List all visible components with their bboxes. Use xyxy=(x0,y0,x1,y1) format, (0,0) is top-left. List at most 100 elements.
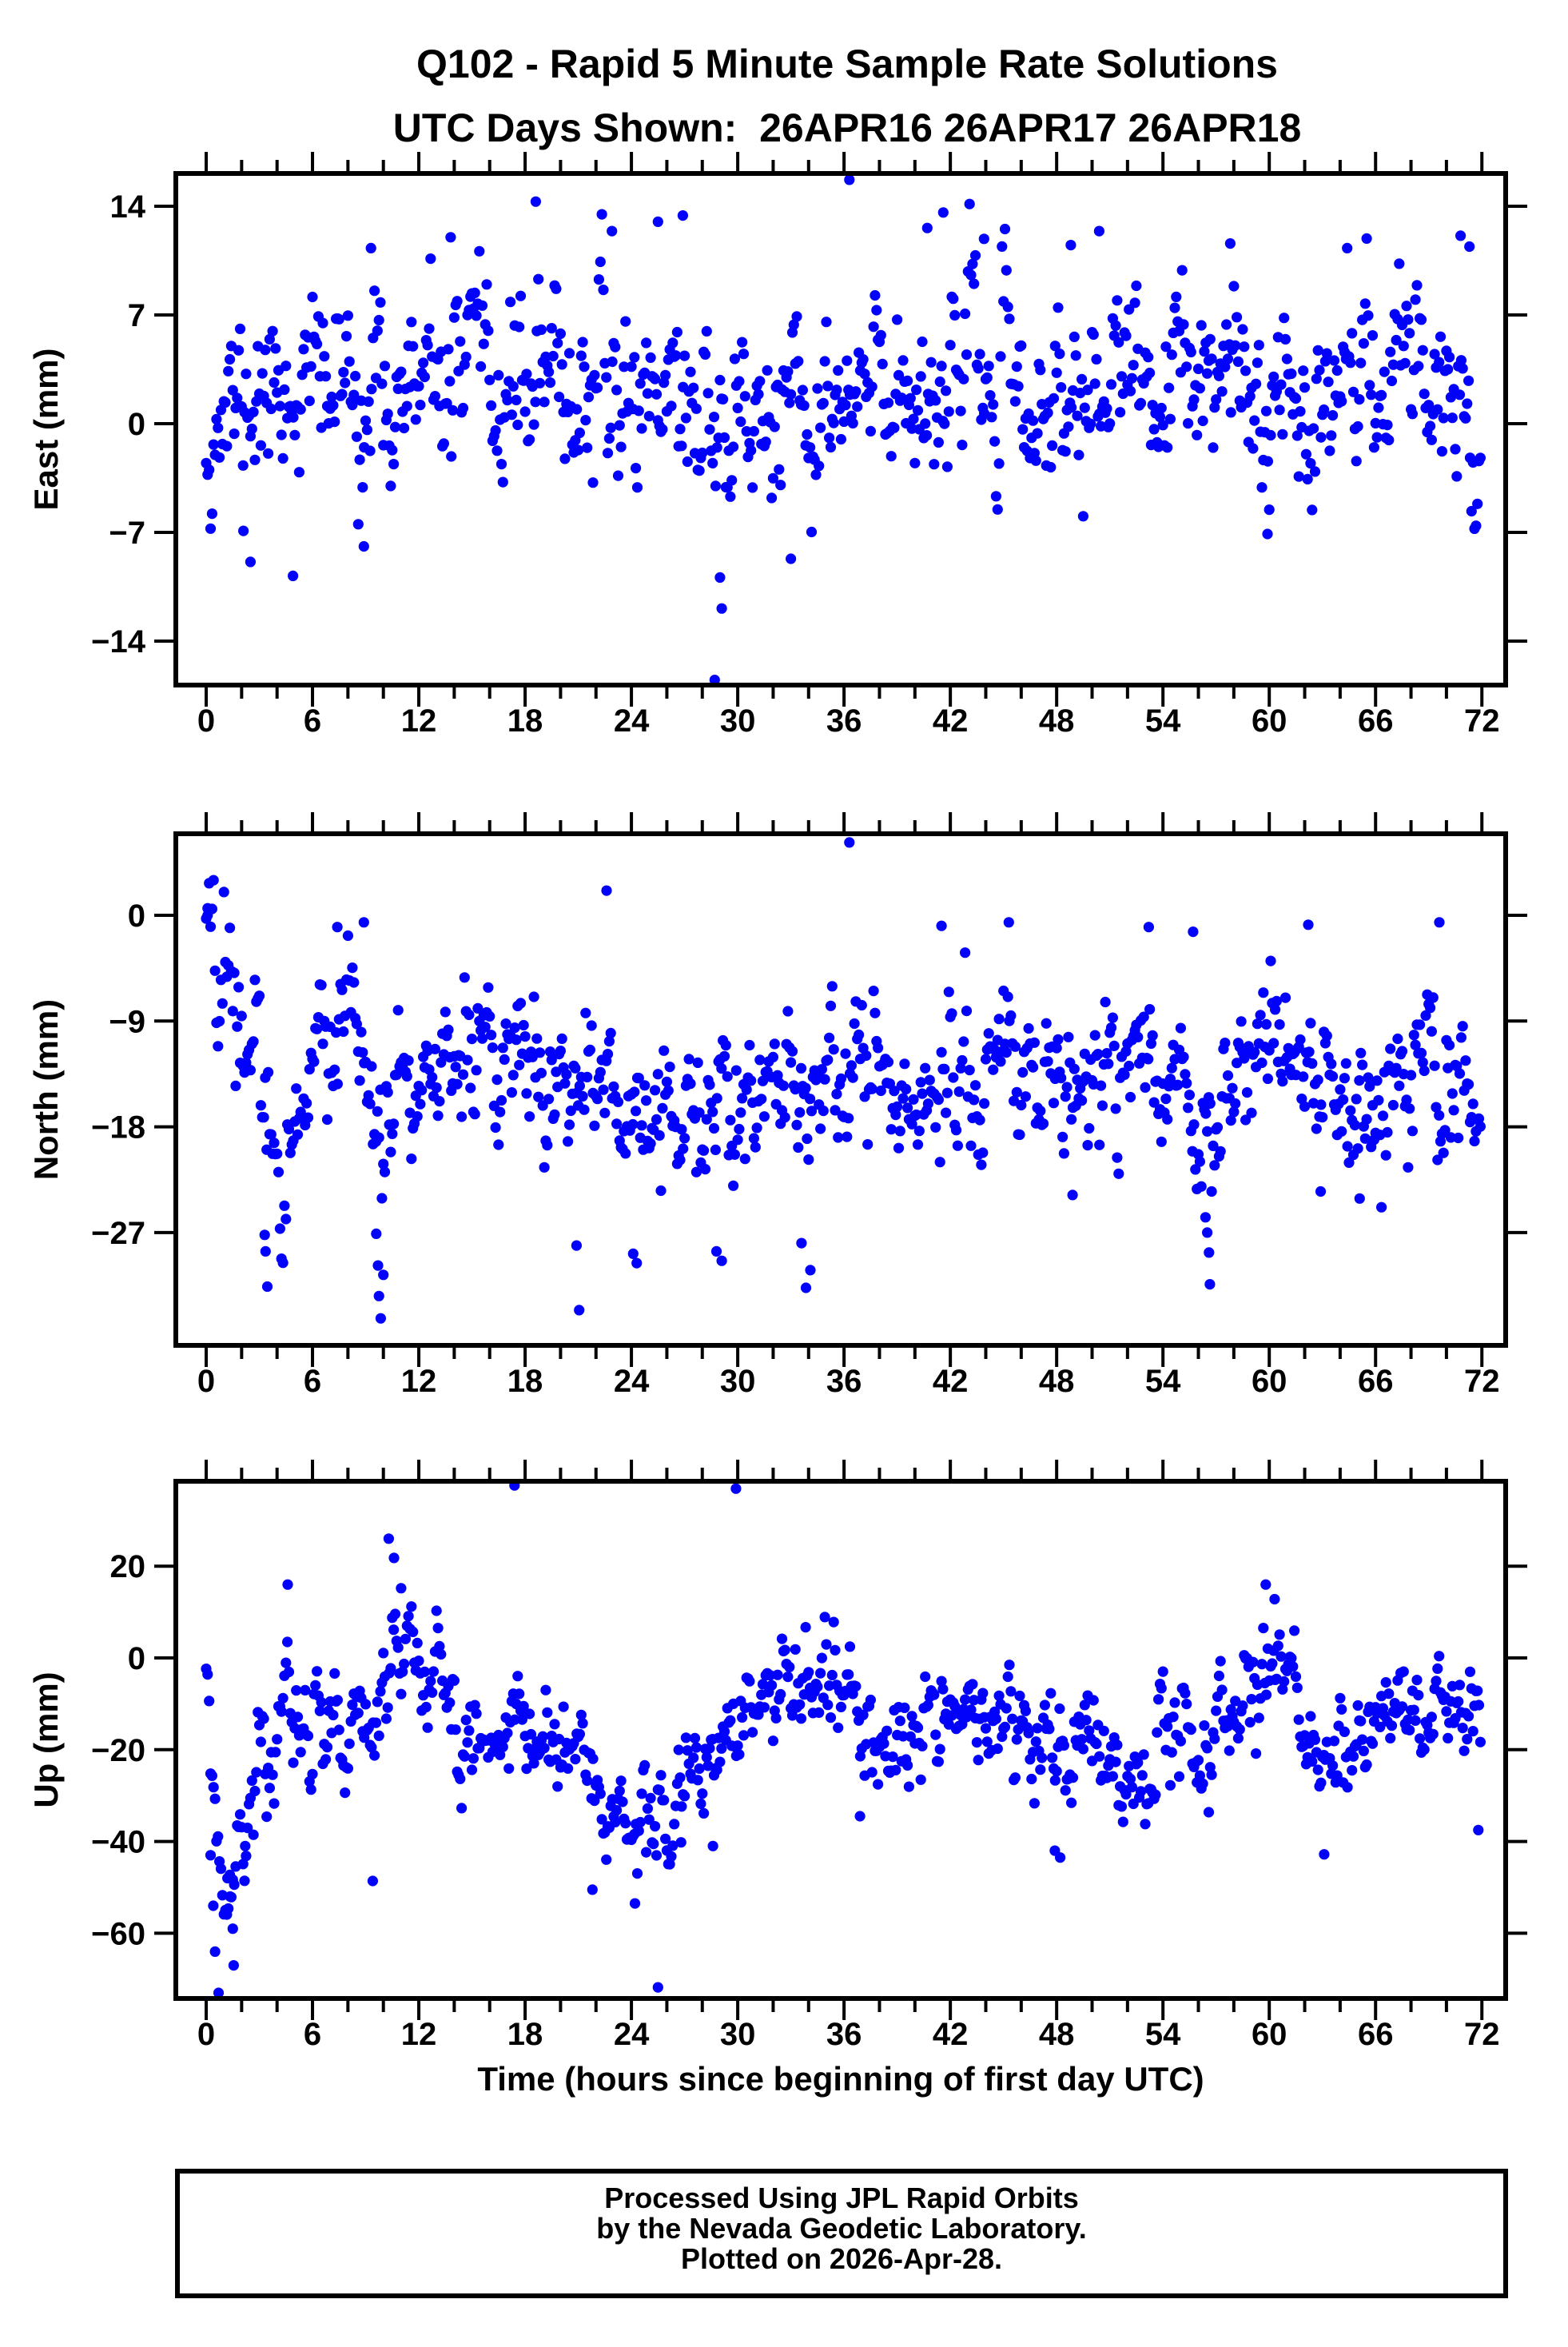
data-point xyxy=(961,349,973,361)
data-point xyxy=(670,350,682,361)
data-point xyxy=(1385,1043,1396,1054)
data-point xyxy=(1069,331,1080,342)
data-point xyxy=(1382,1126,1393,1138)
data-point xyxy=(748,425,760,437)
data-point xyxy=(840,1048,851,1059)
data-point xyxy=(1166,1062,1177,1074)
data-point xyxy=(542,1140,553,1151)
up-frame xyxy=(173,1479,1508,2001)
data-point xyxy=(725,491,736,502)
data-point xyxy=(257,368,268,379)
data-point xyxy=(351,1018,362,1030)
data-point xyxy=(1100,996,1111,1008)
data-point xyxy=(659,1795,670,1806)
data-point xyxy=(1268,371,1279,382)
data-point xyxy=(1441,1706,1452,1717)
data-point xyxy=(246,1775,257,1786)
data-point xyxy=(497,1741,508,1752)
data-point xyxy=(1014,1690,1025,1702)
data-point xyxy=(1410,1039,1421,1050)
data-point xyxy=(340,377,351,389)
data-point xyxy=(1060,1785,1071,1796)
data-point xyxy=(1041,1018,1052,1029)
data-point xyxy=(1173,1771,1185,1782)
data-point xyxy=(1417,345,1428,356)
data-point xyxy=(406,1601,417,1612)
data-point xyxy=(826,981,838,992)
data-point xyxy=(1237,324,1248,335)
data-point xyxy=(1312,1764,1323,1775)
x-tick-label: 48 xyxy=(1039,1364,1075,1399)
data-point xyxy=(1363,310,1374,321)
data-point xyxy=(1311,373,1322,385)
data-point xyxy=(422,340,433,351)
data-point xyxy=(899,1702,910,1713)
data-point xyxy=(828,1616,839,1628)
data-point xyxy=(1413,361,1424,372)
data-point xyxy=(722,1071,733,1082)
data-point xyxy=(930,1729,941,1740)
data-point xyxy=(704,1079,715,1090)
data-point xyxy=(1067,1772,1079,1783)
data-point xyxy=(1398,341,1409,352)
data-point xyxy=(953,1086,965,1098)
data-point xyxy=(593,274,605,285)
data-point xyxy=(1368,442,1379,453)
outlier-data-point xyxy=(205,1850,217,1861)
data-point xyxy=(521,1763,532,1775)
data-point xyxy=(955,405,966,416)
outlier-data-point xyxy=(574,1305,585,1316)
data-point xyxy=(1299,1730,1311,1741)
x-tick-label: 60 xyxy=(1252,2017,1287,2052)
data-point xyxy=(596,1814,607,1825)
data-point xyxy=(1032,1723,1043,1734)
data-point xyxy=(1436,446,1447,457)
data-point xyxy=(295,404,306,415)
data-point xyxy=(563,1119,575,1130)
data-point xyxy=(669,1819,680,1830)
data-point xyxy=(701,1114,712,1125)
data-point xyxy=(1206,1185,1217,1197)
data-point xyxy=(316,979,327,990)
data-point xyxy=(1281,353,1292,365)
data-point xyxy=(589,369,600,381)
data-point xyxy=(688,1752,699,1763)
data-point xyxy=(915,1077,926,1088)
data-point xyxy=(929,1689,940,1700)
data-point xyxy=(598,285,609,296)
data-point xyxy=(664,1859,675,1870)
outlier-data-point xyxy=(238,525,249,536)
data-point xyxy=(521,369,532,380)
data-point xyxy=(1453,1132,1464,1144)
outlier-data-point xyxy=(1473,1824,1484,1835)
data-point xyxy=(825,1000,837,1011)
data-point xyxy=(757,1679,769,1690)
data-point xyxy=(847,417,858,429)
data-point xyxy=(1004,313,1015,325)
data-point xyxy=(833,1722,844,1733)
data-point xyxy=(1312,1074,1323,1086)
data-point xyxy=(418,357,429,369)
data-point xyxy=(264,1783,275,1794)
data-point xyxy=(1305,458,1316,469)
data-point xyxy=(1355,1047,1367,1058)
data-point xyxy=(718,1050,730,1062)
data-point xyxy=(1020,1705,1031,1716)
data-point xyxy=(902,1102,913,1114)
data-point xyxy=(525,1728,537,1740)
data-point xyxy=(462,1737,473,1748)
data-point xyxy=(654,1130,665,1141)
data-point xyxy=(1124,385,1136,396)
data-point xyxy=(1066,402,1077,413)
data-point xyxy=(1180,1069,1191,1080)
data-point xyxy=(251,1767,262,1778)
data-point xyxy=(1104,418,1116,429)
data-point xyxy=(843,1669,854,1680)
data-point xyxy=(830,1105,841,1116)
data-point xyxy=(1103,1058,1114,1070)
x-tick-label: 66 xyxy=(1358,1364,1394,1399)
data-point xyxy=(831,1089,842,1100)
data-point xyxy=(1172,1079,1184,1090)
data-point xyxy=(1089,1030,1100,1041)
data-point xyxy=(1016,1099,1027,1111)
